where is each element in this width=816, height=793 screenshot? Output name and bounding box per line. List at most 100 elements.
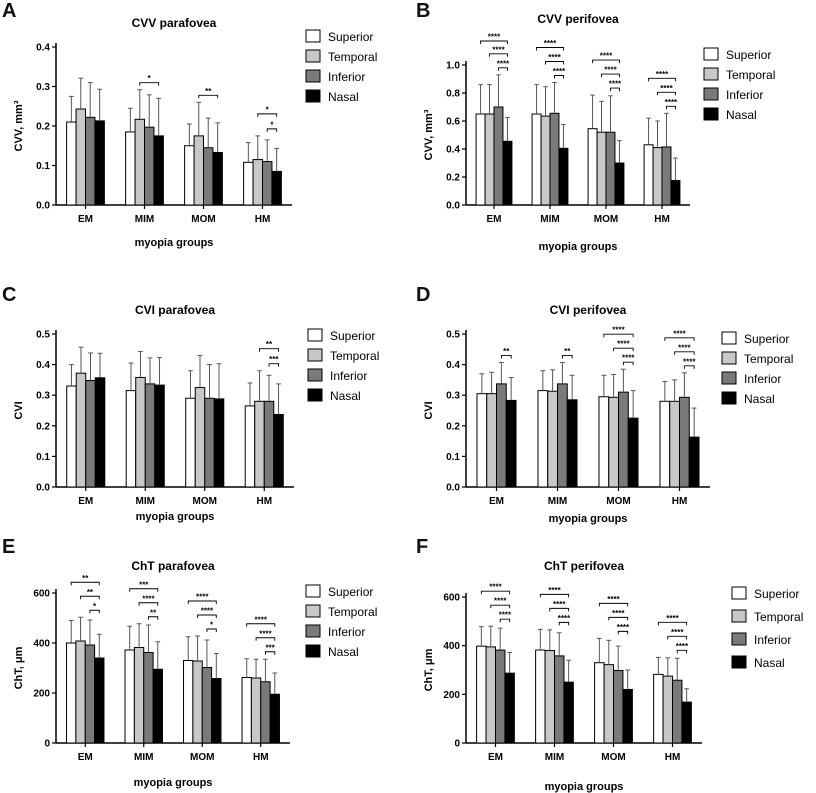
bar-superior-hm <box>643 144 654 206</box>
significance-bracket <box>667 635 688 640</box>
bar-nasal-mom <box>211 678 222 744</box>
bar-inferior-mom <box>618 391 629 488</box>
legend-label-temporal: Temporal <box>328 605 377 619</box>
x-tick-label: MIM <box>136 496 155 507</box>
significance-bracket <box>622 361 634 366</box>
significance-bracket <box>138 602 159 606</box>
bar-superior-hm <box>243 161 254 206</box>
significance-bracket <box>657 91 676 96</box>
x-tick-label: HM <box>255 214 271 225</box>
bar-temporal-hm <box>252 159 263 206</box>
significance-label: ** <box>564 347 571 356</box>
significance-label: * <box>93 602 97 611</box>
x-tick-label: HM <box>672 496 688 507</box>
significance-label: **** <box>492 45 505 54</box>
significance-label: **** <box>673 329 686 338</box>
legend-swatch-temporal <box>307 348 323 362</box>
legend-swatch-temporal <box>721 351 737 365</box>
legend-swatch-inferior <box>721 371 737 385</box>
significance-label: * <box>266 105 270 114</box>
legend-swatch-inferior <box>731 632 747 646</box>
legend-swatch-superior <box>721 331 737 345</box>
significance-bracket <box>676 649 688 654</box>
bar-inferior-hm <box>260 681 271 744</box>
bar-nasal-hm <box>273 413 284 488</box>
bar-superior-em <box>476 645 487 744</box>
significance-bracket <box>499 618 511 623</box>
legend-swatch-inferior <box>703 87 719 101</box>
y-tick-label: 0.0 <box>446 483 460 494</box>
legend-swatch-superior <box>305 584 321 598</box>
legend-label-temporal: Temporal <box>330 349 379 363</box>
significance-bracket <box>592 59 620 64</box>
x-tick-label: EM <box>488 752 503 763</box>
significance-label: ** <box>503 347 510 356</box>
bar-inferior-hm <box>263 400 275 488</box>
legend-label-superior: Superior <box>726 48 771 62</box>
y-tick-label: 0.8 <box>446 89 460 100</box>
legend-label-superior: Superior <box>330 329 375 343</box>
x-tick-label: MOM <box>191 214 215 225</box>
bar-inferior-mim <box>549 112 560 206</box>
significance-bracket <box>536 47 564 51</box>
x-tick-label: EM <box>487 214 502 225</box>
x-tick-label: MOM <box>594 214 618 225</box>
y-tick-label: 0.4 <box>446 360 460 371</box>
bar-nasal-mim <box>563 681 574 744</box>
y-tick-label: 0.2 <box>446 421 460 432</box>
bar-nasal-hm <box>670 180 681 206</box>
bar-superior-mim <box>531 113 542 206</box>
bar-temporal-em <box>485 646 496 744</box>
significance-bracket <box>255 637 276 641</box>
significance-bracket <box>264 651 276 655</box>
bar-superior-mom <box>598 396 610 488</box>
significance-label: **** <box>548 53 561 62</box>
significance-bracket <box>554 75 564 79</box>
bar-temporal-em <box>484 113 495 206</box>
significance-bracket <box>489 53 508 57</box>
bar-superior-hm <box>244 405 256 488</box>
significance-label: **** <box>196 593 209 602</box>
legend-swatch-temporal <box>305 49 321 63</box>
significance-bracket <box>657 621 688 626</box>
legend-label-superior: Superior <box>328 585 373 599</box>
chart-panel-f: ChT perifovea 0 200 400 600 ChT, μm myopia gro… <box>408 536 816 793</box>
bar-superior-em <box>66 121 77 206</box>
legend-label-superior: Superior <box>744 332 789 346</box>
significance-label: **** <box>666 614 679 623</box>
significance-bracket <box>129 588 159 592</box>
significance-bracket <box>666 105 676 110</box>
significance-label: ** <box>87 588 94 597</box>
legend-swatch-inferior <box>307 368 323 382</box>
bar-nasal-em <box>94 377 106 488</box>
bar-nasal-mom <box>614 162 625 206</box>
significance-label: **** <box>617 340 630 349</box>
significance-bracket <box>246 623 276 627</box>
panel-letter-d: D <box>416 284 431 306</box>
bar-inferior-mom <box>201 667 213 744</box>
legend-label-inferior: Inferior <box>330 369 367 383</box>
bar-nasal-em <box>505 399 517 488</box>
significance-bracket <box>257 113 278 117</box>
bar-nasal-mim <box>558 147 569 206</box>
bar-inferior-hm <box>672 679 683 744</box>
significance-bracket <box>617 630 629 635</box>
significance-bracket <box>610 87 620 92</box>
y-tick-label: 1.0 <box>446 61 460 72</box>
significance-label: ** <box>82 574 89 583</box>
legend-swatch-nasal <box>305 644 321 658</box>
legend-label-inferior: Inferior <box>328 70 365 84</box>
x-tick-label: MIM <box>135 214 154 225</box>
bar-temporal-hm <box>254 400 265 488</box>
chart-title: CVV perifovea <box>537 12 619 26</box>
x-tick-label: EM <box>489 496 504 507</box>
chart-cvv-parafovea: CVV parafovea 0.0 0.1 0.2 0.3 0.4 CVV, mm³ myop… <box>13 16 377 249</box>
significance-label: **** <box>488 33 501 42</box>
significance-label: **** <box>558 614 571 623</box>
chart-cht-parafovea: ChT parafovea 0 200 400 600 ChT, μm myopia gro… <box>13 559 377 789</box>
significance-label: ** <box>205 87 212 96</box>
significance-bracket <box>648 77 676 82</box>
significance-bracket <box>198 94 219 99</box>
significance-bracket <box>549 607 570 612</box>
bar-nasal-mom <box>627 417 639 488</box>
